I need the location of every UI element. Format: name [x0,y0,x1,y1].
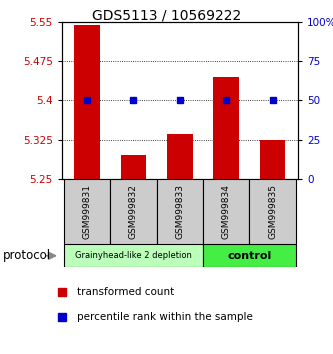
Bar [74,24,100,179]
Bar [260,139,285,179]
Text: GSM999831: GSM999831 [83,184,92,239]
Text: GSM999833: GSM999833 [175,184,184,239]
Bar [203,179,249,244]
Bar [167,134,192,179]
Text: GSM999834: GSM999834 [222,184,231,239]
Bar [249,179,296,244]
Bar [213,77,239,179]
Text: GDS5113 / 10569222: GDS5113 / 10569222 [92,9,241,23]
Text: percentile rank within the sample: percentile rank within the sample [77,312,253,322]
Bar [121,155,146,179]
Text: protocol: protocol [3,249,52,262]
Text: GSM999832: GSM999832 [129,184,138,239]
Text: GSM999835: GSM999835 [268,184,277,239]
Text: transformed count: transformed count [77,287,174,297]
Bar [64,179,110,244]
Bar [203,244,296,267]
Text: control: control [227,251,271,261]
Bar [64,244,203,267]
Bar [157,179,203,244]
Bar [110,179,157,244]
Text: Grainyhead-like 2 depletion: Grainyhead-like 2 depletion [75,251,192,260]
